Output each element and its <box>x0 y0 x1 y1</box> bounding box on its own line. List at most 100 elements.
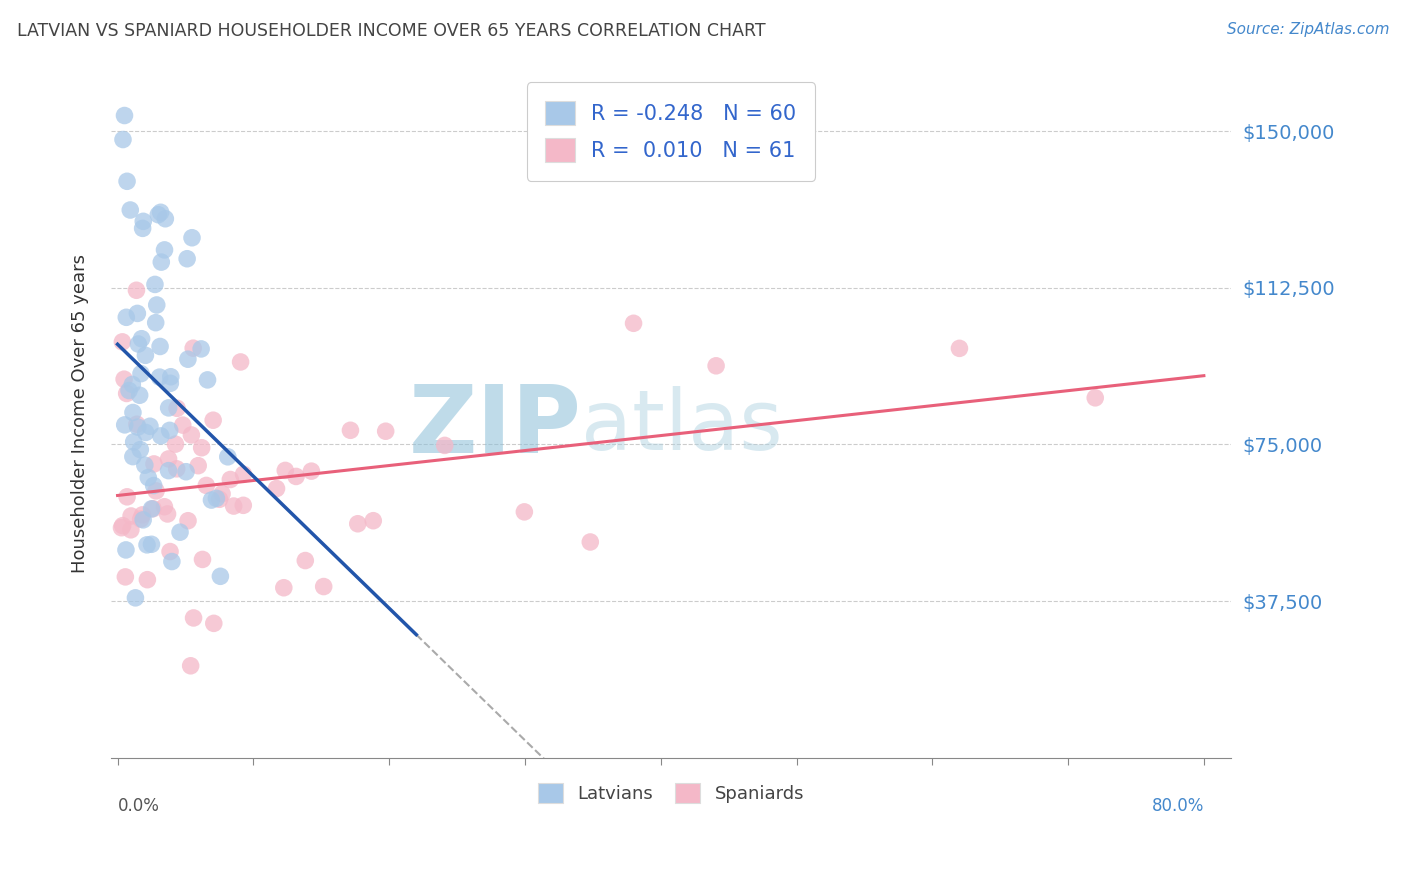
Point <box>121 450 143 464</box>
Point <box>125 283 148 297</box>
Point <box>134 458 156 472</box>
Point <box>285 469 308 483</box>
Point <box>433 438 456 452</box>
Point <box>274 463 297 477</box>
Point <box>312 580 335 594</box>
Point <box>131 332 153 346</box>
Point <box>148 370 170 384</box>
Point <box>202 616 225 631</box>
Point <box>165 437 187 451</box>
Point <box>122 434 145 449</box>
Point <box>127 337 149 351</box>
Point <box>150 255 173 269</box>
Point <box>191 552 214 566</box>
Point <box>115 386 138 401</box>
Point <box>110 521 132 535</box>
Point <box>124 591 146 605</box>
Point <box>339 423 361 437</box>
Text: Source: ZipAtlas.com: Source: ZipAtlas.com <box>1226 22 1389 37</box>
Point <box>143 277 166 292</box>
Point <box>118 384 141 398</box>
Point <box>127 420 149 434</box>
Point <box>115 490 138 504</box>
Point <box>136 573 159 587</box>
Point <box>374 424 396 438</box>
Point <box>129 442 152 457</box>
Point <box>111 132 134 146</box>
Point <box>299 464 322 478</box>
Point <box>120 508 142 523</box>
Point <box>266 482 288 496</box>
Point <box>125 417 148 432</box>
Point <box>229 355 252 369</box>
Point <box>155 211 177 226</box>
Point <box>132 214 155 228</box>
Text: 80.0%: 80.0% <box>1152 797 1204 814</box>
Point <box>208 492 231 507</box>
Point <box>211 487 233 501</box>
Point <box>166 462 188 476</box>
Point <box>159 423 181 437</box>
Point <box>232 498 254 512</box>
Point <box>177 352 200 367</box>
Point <box>115 174 138 188</box>
Point <box>159 376 181 391</box>
Point <box>121 377 143 392</box>
Point <box>704 359 727 373</box>
Point <box>139 419 162 434</box>
Point <box>145 316 167 330</box>
Legend: Latvians, Spaniards: Latvians, Spaniards <box>530 775 811 811</box>
Point <box>197 373 219 387</box>
Point <box>205 491 228 506</box>
Point <box>174 465 197 479</box>
Point <box>128 388 150 402</box>
Point <box>217 450 239 464</box>
Point <box>153 243 176 257</box>
Point <box>149 429 172 443</box>
Point <box>159 544 181 558</box>
Point <box>176 252 198 266</box>
Point <box>190 342 212 356</box>
Point <box>361 514 384 528</box>
Point <box>127 306 149 320</box>
Point <box>115 310 138 325</box>
Point <box>120 523 142 537</box>
Point <box>513 505 536 519</box>
Point <box>200 493 222 508</box>
Point <box>948 342 970 356</box>
Point <box>160 555 183 569</box>
Point <box>120 202 142 217</box>
Point <box>157 452 180 467</box>
Point <box>346 516 368 531</box>
Point <box>209 569 232 583</box>
Text: ZIP: ZIP <box>408 381 581 473</box>
Point <box>157 401 180 415</box>
Point <box>132 513 155 527</box>
Point <box>1084 391 1107 405</box>
Text: atlas: atlas <box>581 386 783 467</box>
Point <box>149 339 172 353</box>
Point <box>222 499 245 513</box>
Point <box>177 514 200 528</box>
Point <box>112 372 135 386</box>
Point <box>195 478 218 492</box>
Point <box>114 570 136 584</box>
Point <box>141 537 163 551</box>
Point <box>180 658 202 673</box>
Point <box>148 208 170 222</box>
Point <box>143 457 166 471</box>
Point <box>149 205 172 219</box>
Y-axis label: Householder Income Over 65 years: Householder Income Over 65 years <box>72 253 89 573</box>
Point <box>111 334 134 349</box>
Point <box>180 428 202 442</box>
Point <box>219 473 242 487</box>
Point <box>579 535 602 549</box>
Point <box>122 405 145 419</box>
Point <box>114 417 136 432</box>
Point <box>183 611 205 625</box>
Point <box>623 316 645 330</box>
Text: 0.0%: 0.0% <box>118 797 159 814</box>
Point <box>153 500 176 514</box>
Point <box>157 464 180 478</box>
Point <box>181 341 204 355</box>
